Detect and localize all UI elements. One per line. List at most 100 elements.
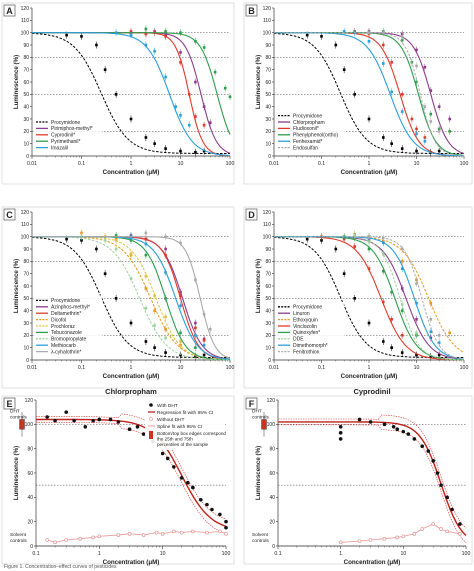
data-point <box>320 239 323 242</box>
data-point <box>400 267 404 271</box>
data-point <box>202 353 206 357</box>
legend-entry-label: Vinclozolin <box>293 324 317 330</box>
data-point <box>423 136 427 139</box>
legend-entry-label: the 25th and 75th <box>157 437 193 442</box>
legend-entry-label: Without DHT <box>157 417 185 423</box>
data-point <box>179 149 182 153</box>
data-point <box>153 346 156 349</box>
data-point <box>164 35 167 38</box>
y-tick-label: 100 <box>267 422 276 428</box>
data-point <box>194 355 197 358</box>
dht-controls-label: DHT <box>10 408 20 414</box>
data-point <box>129 321 133 325</box>
x-tick-label: 10 <box>160 551 166 557</box>
data-point <box>400 35 404 38</box>
legend-entry-label: Tebuconazole <box>51 330 82 336</box>
data-point <box>429 301 433 305</box>
point-without-dht <box>141 533 146 537</box>
x-tick-label: 0.1 <box>32 551 39 557</box>
y-tick-label: 40 <box>265 104 271 110</box>
point-without-dht <box>218 529 222 534</box>
x-tick-label: 0.1 <box>318 365 325 371</box>
point-with-dht <box>72 418 76 423</box>
data-point <box>415 301 418 305</box>
data-point <box>164 315 167 319</box>
y-tick-label: 0 <box>268 154 271 160</box>
y-tick-label: 120 <box>21 6 30 12</box>
panel-letter: A <box>6 6 13 16</box>
solvent-controls-label: controls <box>10 538 27 544</box>
y-tick-label: 10 <box>23 141 29 147</box>
data-point <box>129 239 133 242</box>
data-point <box>400 334 404 337</box>
data-point <box>174 105 178 108</box>
data-point <box>228 95 232 99</box>
point-with-dht <box>97 417 102 422</box>
data-point <box>429 330 433 333</box>
point-without-dht <box>45 538 49 542</box>
data-point <box>179 241 182 245</box>
data-point <box>95 247 98 251</box>
data-point <box>381 43 385 47</box>
panel-letter-box <box>3 397 16 410</box>
data-point <box>103 68 107 71</box>
data-point <box>429 336 433 340</box>
data-point <box>202 338 206 342</box>
data-point <box>209 327 212 331</box>
fit-ci-upper <box>278 414 467 529</box>
panel-letter-box <box>245 208 258 221</box>
data-point <box>390 60 393 64</box>
data-point <box>400 287 404 290</box>
x-axis-label: Concentration (μM) <box>341 169 398 176</box>
data-point <box>114 234 118 237</box>
point-with-dht <box>127 427 132 432</box>
y-tick-label: 40 <box>23 104 29 110</box>
data-point <box>144 237 148 241</box>
point-without-dht <box>64 538 69 542</box>
panel-title: Chlorpropham <box>105 387 157 396</box>
point-with-dht <box>445 495 449 500</box>
data-point <box>390 318 393 321</box>
panel-letter-box <box>245 4 258 17</box>
legend-entry-label: Dimethomorph* <box>293 343 328 349</box>
data-point <box>429 89 433 92</box>
y-tick-label: 80 <box>23 259 29 265</box>
y-tick-label: 60 <box>269 471 275 477</box>
data-point <box>114 93 118 96</box>
data-point <box>179 31 182 34</box>
y-tick-label: 0 <box>26 154 29 160</box>
legend-entry-label: Prochloraz <box>51 324 75 330</box>
data-point <box>179 353 182 357</box>
spline-fit-curve <box>47 530 227 543</box>
y-axis-label: Luminescence (%) <box>13 55 20 109</box>
data-point <box>353 245 357 248</box>
legend-background <box>276 110 344 152</box>
figure-caption: Figure 1. Concentration–effect curves of… <box>4 564 117 570</box>
point-without-dht <box>91 535 95 540</box>
point-without-dht <box>172 529 176 534</box>
point-without-dht <box>420 527 424 531</box>
data-point <box>194 40 197 43</box>
legend-entry-label: Regression fit with 95% CI <box>157 410 213 416</box>
legend-entry-label: Azinphos-methyl* <box>51 305 90 311</box>
data-point <box>129 277 133 280</box>
data-point <box>320 35 323 38</box>
x-axis-label: Concentration (μM) <box>103 559 160 566</box>
x-tick-label: 10 <box>178 365 184 371</box>
data-point <box>415 64 418 68</box>
data-point <box>437 334 441 337</box>
data-point <box>153 324 156 327</box>
y-tick-label: 20 <box>23 129 29 135</box>
data-point <box>144 231 148 235</box>
data-point <box>129 33 133 37</box>
x-tick-label: 1 <box>130 365 133 371</box>
data-point <box>400 247 404 251</box>
point-with-dht <box>338 437 343 441</box>
y-tick-label: 40 <box>265 308 271 314</box>
y-tick-label: 50 <box>23 92 29 98</box>
data-point <box>144 43 148 47</box>
data-point <box>202 343 206 347</box>
